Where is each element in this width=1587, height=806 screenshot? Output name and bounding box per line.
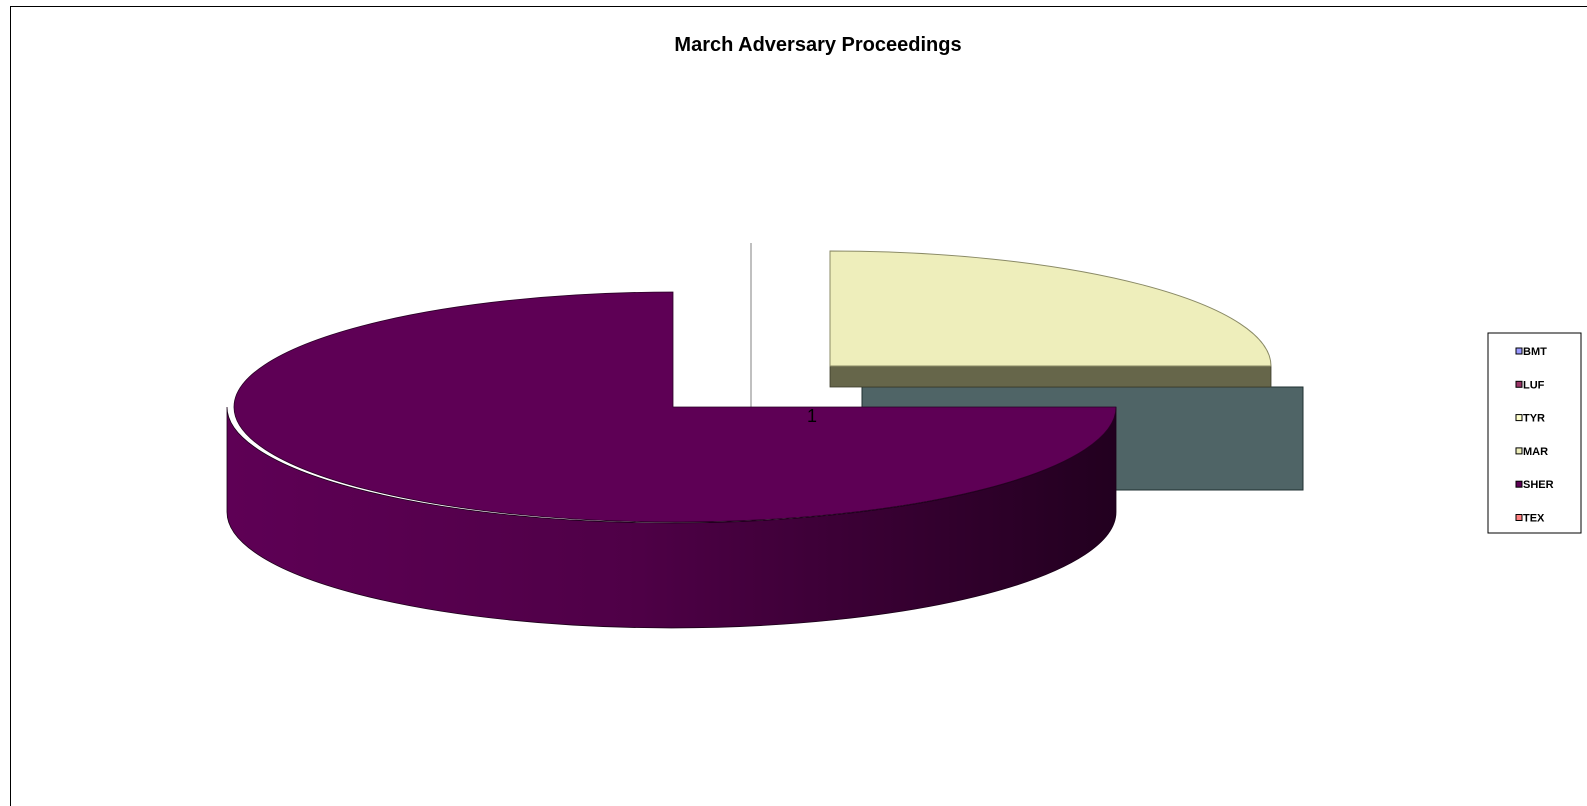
legend-swatch-tex	[1515, 514, 1523, 521]
pie-slice-sher-side	[226, 406, 1117, 629]
chart-title: March Adversary Proceedings	[674, 34, 961, 56]
legend-swatch-bmt	[1515, 347, 1523, 355]
legend-label-sher: SHER	[1523, 479, 1554, 491]
pie-slice-sher	[226, 291, 1117, 629]
legend-label-luf: LUF	[1523, 379, 1545, 391]
legend-item-sher: SHER	[1515, 479, 1554, 491]
pie-slice-mar-side	[829, 365, 1272, 388]
legend-swatch-mar	[1515, 447, 1523, 455]
pie-slice-mar	[829, 250, 1272, 388]
legend: BMT LUF TYR MAR SHER TEX	[1487, 332, 1582, 534]
legend-swatch-luf	[1515, 380, 1523, 388]
chart-frame	[10, 6, 1587, 806]
legend-swatch-sher	[1515, 480, 1523, 488]
legend-item-tex: TEX	[1515, 513, 1545, 525]
legend-label-tex: TEX	[1523, 513, 1545, 525]
pie-slice-mar-top	[829, 250, 1272, 367]
legend-item-bmt: BMT	[1515, 346, 1547, 358]
legend-label-tyr: TYR	[1523, 413, 1545, 425]
legend-label-mar: MAR	[1523, 446, 1548, 458]
legend-item-luf: LUF	[1515, 379, 1545, 391]
category-data-label: 1	[807, 406, 817, 426]
legend-swatch-tyr	[1515, 414, 1523, 422]
legend-item-tyr: TYR	[1515, 413, 1545, 425]
legend-item-mar: MAR	[1515, 446, 1548, 458]
legend-label-bmt: BMT	[1523, 346, 1547, 358]
pie-slice-sher-top	[233, 291, 1117, 523]
